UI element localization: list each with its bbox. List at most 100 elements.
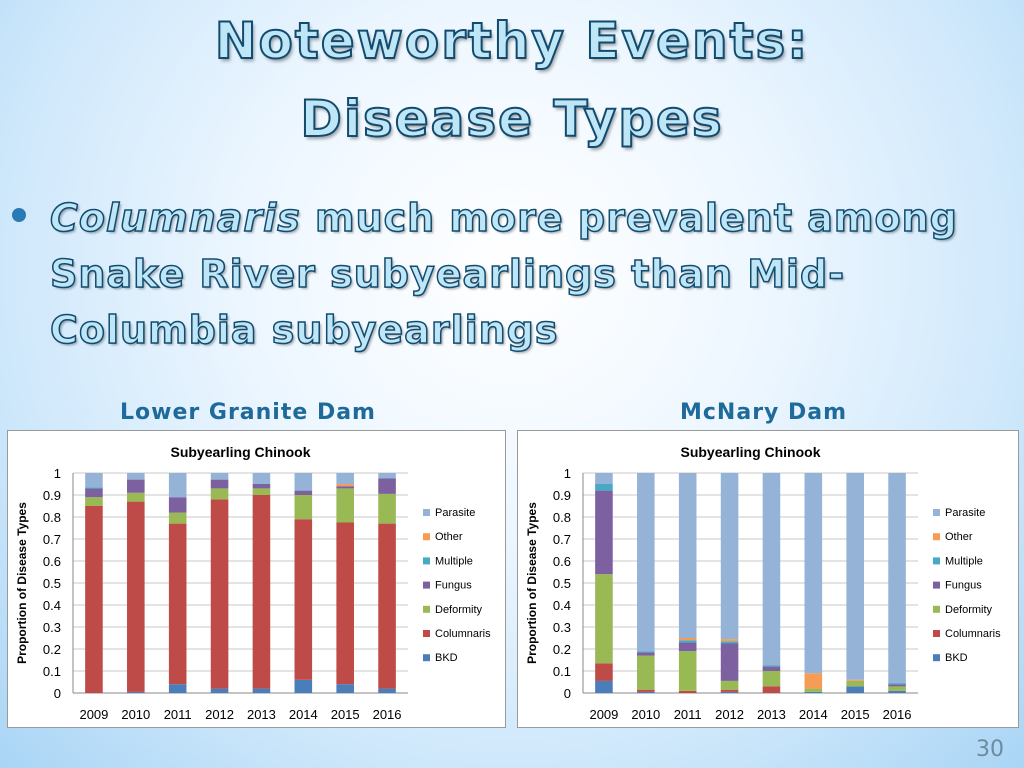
bar-segment-bkd-2015 (846, 686, 864, 693)
bar-segment-columnaris-2012 (720, 689, 739, 692)
legend-label-columnaris: Columnaris (435, 628, 491, 640)
lower-granite-chart: Subyearling Chinook 0 0.1 0.2 0.3 0.4 0.5 0.6 0.… (15, 444, 491, 722)
x-tick-label: 2012 (205, 707, 234, 722)
bar-segment-bkd-2012 (720, 691, 739, 693)
bar-segment-deformity-2015 (336, 488, 354, 523)
bar-segment-parasite-2013 (762, 473, 781, 666)
bar-segment-columnaris-2016 (378, 523, 396, 689)
bar-segment-multiple-2009 (595, 484, 613, 491)
x-tick-label: 2011 (164, 707, 192, 722)
bar-segment-fungus-2016 (378, 478, 396, 494)
slide-title-line-1: Noteworthy Events: (214, 11, 810, 71)
bar-segment-parasite-2011 (678, 473, 697, 638)
x-tick-label: 2014 (799, 707, 828, 722)
bar-segment-columnaris-2011 (168, 523, 187, 685)
legend-label-other: Other (945, 531, 973, 543)
legend-swatch-multiple (933, 557, 940, 565)
y-tick-label: 0.9 (43, 488, 61, 503)
bar-segment-bkd-2009 (595, 680, 613, 693)
bar-segment-multiple-2010 (637, 651, 655, 653)
legend-label-parasite: Parasite (945, 507, 985, 519)
bullet-dot-icon (12, 208, 26, 222)
bar-segment-deformity-2015 (846, 680, 864, 687)
x-tick-label: 2009 (79, 707, 108, 722)
y-tick-label: 0 (54, 686, 61, 701)
y-tick-label: 0.1 (43, 664, 61, 679)
y-tick-label: 0.9 (553, 488, 571, 503)
x-tick-label: 2009 (589, 707, 618, 722)
x-tick-label: 2015 (331, 707, 360, 722)
bar-segment-other-2015 (846, 679, 864, 681)
bar-segment-bkd-2016 (378, 688, 396, 693)
y-tick-label: 1 (564, 466, 571, 481)
legend-label-other: Other (435, 531, 463, 543)
legend-swatch-bkd (933, 654, 940, 662)
bar-segment-multiple-2009 (85, 487, 103, 489)
legend-swatch-other (423, 533, 430, 541)
bar-segment-fungus-2016 (888, 684, 906, 687)
bar-segment-deformity-2011 (168, 512, 187, 524)
legend-swatch-other (933, 533, 940, 541)
y-tick-label: 0.6 (43, 554, 61, 569)
bar-segment-columnaris-2009 (595, 663, 613, 681)
bullet-line-3: Columbia subyearlings (49, 307, 559, 353)
y-tick-label: 0.3 (43, 620, 61, 635)
bar-segment-parasite-2015 (846, 473, 864, 680)
slide-title-line-2: Disease Types (299, 89, 724, 149)
bar-segment-columnaris-2009 (85, 506, 103, 693)
bar-segment-columnaris-2015 (336, 522, 354, 685)
legend-swatch-parasite (423, 509, 430, 516)
bullet-line-1-rest: much more prevalent among (300, 195, 958, 241)
bar-segment-fungus-2009 (595, 490, 613, 575)
bar-segment-deformity-2013 (252, 488, 271, 495)
legend-label-bkd: BKD (945, 652, 968, 664)
legend-label-fungus: Fungus (945, 580, 982, 592)
y-tick-label: 0.5 (43, 576, 61, 591)
bar-segment-multiple-2016 (888, 683, 906, 685)
legend-swatch-multiple (423, 557, 430, 565)
x-tick-label: 2010 (631, 707, 660, 722)
legend-label-columnaris: Columnaris (945, 628, 1001, 640)
y-tick-label: 0.6 (553, 554, 571, 569)
bar-segment-columnaris-2011 (678, 690, 697, 693)
bar-segment-fungus-2013 (762, 666, 781, 671)
bar-segment-deformity-2011 (678, 651, 697, 691)
bar-segment-parasite-2010 (637, 473, 655, 652)
bar-segment-deformity-2010 (127, 492, 145, 502)
bar-segment-parasite-2012 (720, 473, 739, 640)
legend-swatch-deformity (933, 605, 940, 613)
x-tick-label: 2013 (757, 707, 786, 722)
bar-segment-bkd-2013 (252, 688, 271, 693)
chart-title: Subyearling Chinook (170, 444, 310, 460)
bar-segment-parasite-2014 (804, 473, 823, 674)
bullet-line-2: Snake River subyearlings than Mid- (49, 251, 846, 297)
bar-segment-columnaris-2013 (762, 686, 781, 693)
legend-swatch-parasite (933, 509, 940, 516)
bar-segment-fungus-2013 (252, 484, 271, 489)
x-tick-label: 2013 (247, 707, 276, 722)
bar-segment-columnaris-2012 (210, 499, 229, 689)
bar-segment-deformity-2014 (804, 688, 823, 692)
mcnary-chart-panel: Subyearling Chinook 0 0.1 0.2 0.3 0.4 0.5 0.6 0.… (517, 430, 1019, 728)
legend-swatch-columnaris (423, 630, 430, 637)
bar-segment-parasite-2016 (888, 473, 906, 684)
bar-segment-columnaris-2010 (127, 501, 145, 692)
bar-segment-other-2015 (336, 484, 354, 487)
legend-label-deformity: Deformity (945, 604, 993, 616)
left-dam-heading: Lower Granite Dam (120, 400, 376, 425)
y-tick-label: 0.1 (553, 664, 571, 679)
bar-segment-deformity-2014 (294, 495, 313, 520)
y-tick-label: 0.4 (553, 598, 571, 613)
bar-segment-fungus-2014 (294, 490, 313, 495)
bar-segment-bkd-2014 (804, 691, 823, 693)
y-tick-label: 0.2 (553, 642, 571, 657)
bar-segment-fungus-2010 (127, 479, 145, 493)
bar-segment-fungus-2015 (336, 486, 354, 489)
bar-segment-parasite-2010 (127, 473, 145, 480)
bar-segment-columnaris-2014 (294, 519, 313, 680)
bar-segment-columnaris-2010 (637, 689, 655, 692)
bar-segment-parasite-2016 (378, 473, 396, 479)
x-tick-label: 2016 (883, 707, 912, 722)
legend-label-bkd: BKD (435, 652, 458, 664)
legend-label-fungus: Fungus (435, 580, 472, 592)
